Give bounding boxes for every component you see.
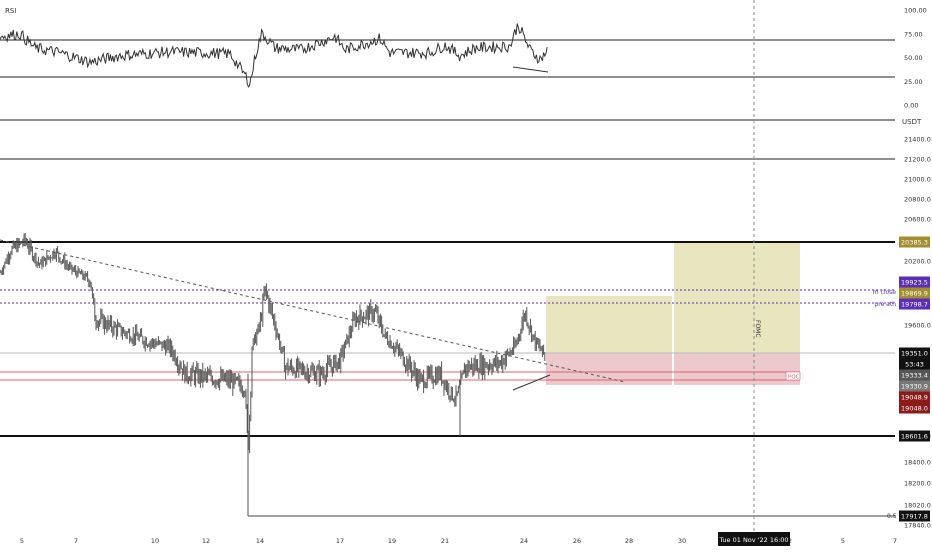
price-badge: 20385.3 [901, 239, 928, 247]
time-tick-label: 26 [573, 537, 581, 545]
price-badge: 19798.7 [901, 301, 928, 309]
price-tick-label: 19600.0 [904, 322, 931, 330]
poc-label: POC [788, 375, 800, 381]
time-tick-label: 14 [256, 537, 264, 545]
time-tick-label: 5 [20, 537, 24, 545]
time-tick-label: 30 [678, 537, 686, 545]
crosshair-time-box [718, 532, 790, 546]
price-tick-label: 20600.0 [904, 216, 931, 224]
fomc-label: FOMC [754, 320, 761, 338]
price-badge-bg [899, 358, 930, 370]
price-tick-label: 21400.0 [904, 136, 931, 144]
price-badge-bg [899, 236, 930, 248]
descending-trendline[interactable] [0, 239, 626, 383]
poc-label-box [785, 371, 801, 381]
price-badge-bg [899, 510, 930, 522]
price-tick-label: 20200.0 [904, 258, 931, 266]
time-tick-label: 10 [151, 537, 159, 545]
price-badge-bg [899, 402, 930, 414]
price-badge-bg [899, 276, 930, 288]
price-badge-bg [899, 347, 930, 359]
price-badge-bg [899, 430, 930, 442]
rsi-axis: 100.00 75.00 50.00 25.00 0.00 [904, 7, 927, 110]
pre-ath-label: pre ath [874, 301, 896, 308]
rsi-line [0, 23, 548, 88]
price-tick-label: 17840.0 [904, 522, 931, 530]
support-trendline[interactable] [512, 374, 551, 391]
time-tick-label: 17 [336, 537, 344, 545]
price-badge: 18601.6 [901, 433, 928, 441]
rsi-tick-label: 0.00 [904, 102, 918, 110]
time-tick-label: 24 [520, 537, 528, 545]
price-badge-bg [899, 380, 930, 392]
price-badge-bg [899, 287, 930, 299]
price-badge: 19351.0 [901, 350, 928, 358]
price-badge: 19923.5 [901, 279, 928, 287]
long-target-zone [546, 296, 672, 353]
price-badge: 17917.8 [901, 513, 928, 521]
time-tick-label: 12 [202, 537, 210, 545]
price-tick-label: 18400.0 [904, 459, 931, 467]
time-tick-label: 7 [893, 537, 897, 545]
time-tick-label: 7 [74, 537, 78, 545]
price-tick-label: 21200.0 [904, 156, 931, 164]
time-tick-label: 19 [388, 537, 396, 545]
fib-label: 0.5 [887, 513, 897, 520]
price-badges: 20385.3 19923.5 19869.9 19798.7 19351.0 53:43… [899, 236, 930, 522]
price-badge-bg [899, 298, 930, 310]
currency-label: USDT [902, 118, 922, 126]
price-tick-label: 20800.0 [904, 196, 931, 204]
price-tick-label: 18020.0 [904, 502, 931, 510]
price-badge: 19330.9 [901, 383, 928, 391]
price-badge: 53:43 [905, 361, 924, 369]
rsi-label: RSI [5, 7, 16, 15]
time-tick-label: 21 [441, 537, 449, 545]
crosshair-time-label: Tue 01 Nov '22 16:00 [718, 536, 788, 544]
rsi-tick-label: 75.00 [904, 30, 923, 38]
rsi-tick-label: 50.00 [904, 54, 923, 62]
price-badge: 19869.9 [901, 290, 928, 298]
long-target-zone-2 [674, 242, 800, 353]
price-badge: 19048.9 [901, 394, 928, 402]
price-badge: 19048.0 [901, 405, 928, 413]
price-tick-label: 21000.0 [904, 176, 931, 184]
rsi-tick-label: 100.00 [904, 7, 927, 15]
price-badge-bg [899, 391, 930, 403]
price-badge: 19333.4 [901, 372, 928, 380]
price-badge-bg [899, 369, 930, 381]
m-close-label: m close [873, 289, 897, 296]
time-tick-label: 5 [841, 537, 845, 545]
rsi-trendline[interactable] [512, 66, 549, 73]
time-tick-label: 28 [625, 537, 633, 545]
rsi-tick-label: 25.00 [904, 78, 923, 86]
price-candles [0, 232, 546, 516]
price-tick-label: 18200.0 [904, 480, 931, 488]
